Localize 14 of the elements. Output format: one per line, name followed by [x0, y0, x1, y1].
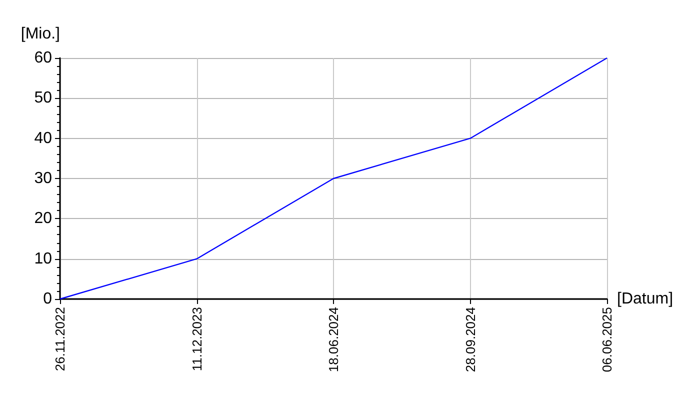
y-tick-label: 10	[34, 250, 52, 268]
x-tick-label: 11.12.2023	[189, 307, 204, 372]
y-tick-label: 40	[34, 130, 52, 147]
x-tick-label: 06.06.2025	[600, 307, 614, 372]
y-tick-label: 50	[34, 90, 52, 107]
y-axis-title: [Mio.]	[20, 26, 60, 42]
x-axis-title: [Datum]	[617, 290, 674, 308]
x-tick-label: 18.06.2024	[326, 307, 341, 372]
y-tick-label: 60	[34, 50, 52, 66]
y-tick-label: 30	[34, 170, 52, 187]
x-tick-label: 26.11.2022	[52, 307, 68, 372]
y-tick-label: 0	[43, 290, 52, 308]
y-tick-label: 20	[34, 210, 52, 228]
x-tick-label: 28.09.2024	[462, 307, 478, 372]
